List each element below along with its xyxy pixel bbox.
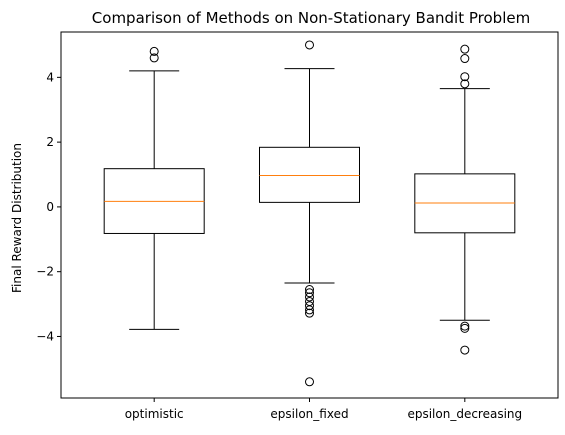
x-tick-label: epsilon_fixed [270,407,348,421]
outlier-point [305,377,314,387]
outlier-point [305,301,314,311]
outlier-point [460,321,470,331]
box-group-optimistic [103,46,205,330]
y-tick-label: 0 [46,200,54,214]
outlier-point [149,53,159,63]
outlier-point [305,305,314,315]
outlier-point [460,44,470,54]
outlier-point [460,323,470,333]
outlier-point [305,292,314,302]
y-tick-label: −4 [36,329,54,343]
y-axis-label: Final Reward Distribution [10,143,24,293]
box-series [103,40,516,387]
chart-title: Comparison of Methods on Non-Stationary … [92,9,530,27]
x-tick-label: optimistic [125,407,184,421]
y-tick-label: −2 [36,265,54,279]
outlier-point [149,46,159,56]
box-body [259,146,360,203]
outlier-point [305,284,314,294]
outlier-point [305,288,314,298]
y-tick-label: 4 [46,70,54,84]
outlier-point [460,72,470,82]
outlier-point [305,308,314,318]
y-axis: 4 2 0 −2 −4 [36,70,61,343]
box-group-epsilon_decreasing [414,44,516,355]
box-group-epsilon_fixed [259,40,360,387]
outlier-point [460,54,470,64]
x-axis: optimistic epsilon_fixed epsilon_decreasin… [125,398,522,421]
outlier-point [305,40,314,50]
outlier-point [460,79,470,89]
outlier-point [460,345,470,355]
x-tick-label: epsilon_decreasing [407,407,522,421]
y-tick-label: 2 [46,135,54,149]
